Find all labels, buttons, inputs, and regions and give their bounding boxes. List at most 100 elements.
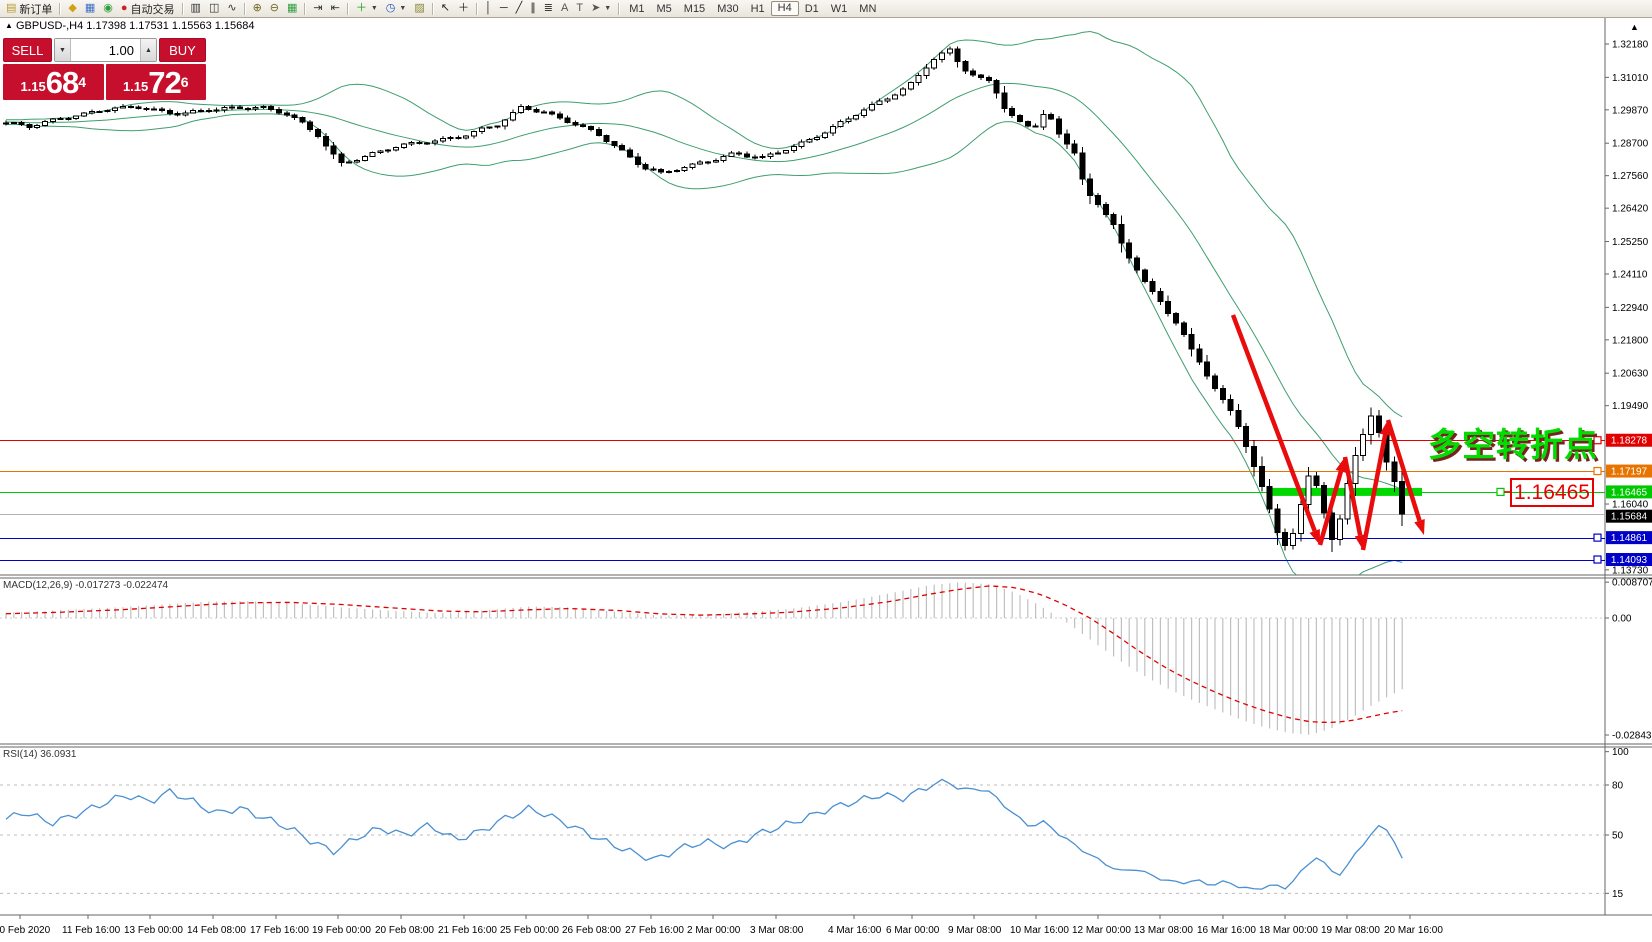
sell-price-big: 68 xyxy=(45,65,79,100)
toolbar-separator xyxy=(304,2,307,15)
chevron-down-icon[interactable]: ▼ xyxy=(399,5,407,12)
indicators-button[interactable]: ＋ ▼ xyxy=(352,1,382,16)
market-watch-icon[interactable]: ▦ xyxy=(81,1,99,16)
vline-icon[interactable]: │ xyxy=(481,1,496,16)
channel-icon[interactable]: ∥ xyxy=(526,1,540,16)
sell-button[interactable]: SELL xyxy=(3,38,52,62)
svg-text:10 Mar 16:00: 10 Mar 16:00 xyxy=(1010,925,1069,936)
sell-price-sup: 4 xyxy=(78,74,87,90)
line-handle[interactable] xyxy=(1496,487,1505,497)
timeframe-m15[interactable]: M15 xyxy=(683,2,706,15)
text-icon[interactable]: A xyxy=(557,1,572,16)
fibonacci-icon[interactable]: ≣ xyxy=(540,1,557,16)
volume-spinner[interactable]: ▼ 1.00 ▲ xyxy=(54,38,157,62)
periods-button[interactable]: ◷ ▼ xyxy=(382,1,411,16)
arrows-icon[interactable]: ➤ ▼ xyxy=(587,1,615,16)
line-chart-icon: ∿ xyxy=(227,2,237,14)
signal-icon[interactable]: ◉ xyxy=(99,1,117,16)
symbol-header: ▲ GBPUSD-,H4 1.17398 1.17531 1.15563 1.1… xyxy=(5,20,255,32)
cursor-icon[interactable]: ↖ xyxy=(437,1,454,16)
autotrade-icon: ● xyxy=(120,2,128,14)
rsi-line xyxy=(5,778,1403,890)
svg-text:1.29870: 1.29870 xyxy=(1612,105,1649,116)
line-handle[interactable] xyxy=(1593,436,1602,445)
candles-layer xyxy=(3,46,1406,553)
zoom-in-icon: ⊕ xyxy=(252,2,262,14)
rsi-axis: 100 80 50 15 xyxy=(1605,747,1629,900)
svg-text:18 Mar 00:00: 18 Mar 00:00 xyxy=(1259,925,1318,936)
svg-text:1.22940: 1.22940 xyxy=(1612,303,1649,314)
arrows-icon: ➤ xyxy=(591,2,601,14)
svg-text:0.00: 0.00 xyxy=(1612,614,1632,625)
tile-windows-icon[interactable]: ▦ xyxy=(283,1,301,16)
svg-text:15: 15 xyxy=(1612,889,1624,900)
svg-text:19 Mar 08:00: 19 Mar 08:00 xyxy=(1321,925,1380,936)
trendline-icon[interactable]: ╱ xyxy=(512,1,527,16)
toolbar-separator xyxy=(181,2,184,15)
macd-signal-line xyxy=(5,585,1403,724)
svg-text:12 Mar 00:00: 12 Mar 00:00 xyxy=(1072,925,1131,936)
svg-text:11 Feb 16:00: 11 Feb 16:00 xyxy=(62,925,121,936)
svg-text:21 Feb 16:00: 21 Feb 16:00 xyxy=(438,925,497,936)
chevron-down-icon[interactable]: ▼ xyxy=(370,5,378,12)
scroll-marker-icon[interactable]: ▲ xyxy=(1630,22,1639,32)
chart-shift-icon[interactable]: ⇤ xyxy=(327,1,344,16)
timeframe-h1[interactable]: H1 xyxy=(750,2,765,15)
line-handle[interactable] xyxy=(1593,555,1602,564)
timeframe-w1[interactable]: W1 xyxy=(830,2,848,15)
price-callout-box[interactable]: 1.16465 xyxy=(1510,478,1594,507)
buy-button[interactable]: BUY xyxy=(159,38,206,62)
autotrade-button[interactable]: ● 自动交易 xyxy=(117,1,179,16)
trend-arrows[interactable] xyxy=(1230,314,1425,551)
timeframe-mn[interactable]: MN xyxy=(859,2,877,15)
cursor-icon: ↖ xyxy=(440,2,450,14)
volume-down-button[interactable]: ▼ xyxy=(55,39,71,61)
svg-text:1.21800: 1.21800 xyxy=(1612,335,1649,346)
buy-price[interactable]: 1.15 72 6 xyxy=(105,64,206,100)
chart-frame xyxy=(0,18,1652,916)
volume-up-button[interactable]: ▲ xyxy=(140,39,156,61)
svg-text:0.008707: 0.008707 xyxy=(1612,578,1652,589)
candle-chart-icon[interactable]: ◫ xyxy=(205,1,223,16)
zoom-out-icon[interactable]: ⊖ xyxy=(266,1,283,16)
history-center-icon[interactable]: ◆ xyxy=(64,1,80,16)
timeframe-m5[interactable]: M5 xyxy=(656,2,672,15)
svg-text:1.17197: 1.17197 xyxy=(1611,467,1648,478)
timeframe-m1[interactable]: M1 xyxy=(629,2,645,15)
turning-point-annotation[interactable]: 多空转折点 xyxy=(1428,426,1598,463)
line-handle[interactable] xyxy=(1593,466,1602,476)
toolbar-separator xyxy=(475,2,478,15)
svg-text:4 Mar 16:00: 4 Mar 16:00 xyxy=(828,925,882,936)
bollinger-bands xyxy=(5,31,1403,575)
bar-chart-icon[interactable]: ▥ xyxy=(187,1,205,16)
timeframe-d1[interactable]: D1 xyxy=(804,2,819,15)
chevron-down-icon[interactable]: ▼ xyxy=(604,5,612,12)
zoom-in-icon[interactable]: ⊕ xyxy=(249,1,266,16)
svg-text:20 Feb 08:00: 20 Feb 08:00 xyxy=(375,925,434,936)
sell-price-prefix: 1.15 xyxy=(20,79,46,94)
crosshair-icon: ＋ xyxy=(457,2,469,14)
svg-text:1.27560: 1.27560 xyxy=(1612,171,1649,182)
svg-text:50: 50 xyxy=(1612,831,1624,842)
volume-input[interactable]: 1.00 xyxy=(108,42,134,58)
new-order-icon: ▤ xyxy=(6,2,17,14)
toolbar-separator xyxy=(431,2,434,15)
auto-scroll-icon: ⇥ xyxy=(313,2,323,14)
svg-text:1.28700: 1.28700 xyxy=(1612,139,1649,150)
label-icon[interactable]: T xyxy=(572,1,587,16)
line-chart-icon[interactable]: ∿ xyxy=(223,1,240,16)
sell-price[interactable]: 1.15 68 4 xyxy=(3,64,104,100)
svg-text:16 Mar 16:00: 16 Mar 16:00 xyxy=(1197,925,1256,936)
crosshair-icon[interactable]: ＋ xyxy=(454,1,473,16)
hline-icon[interactable]: ─ xyxy=(496,1,512,16)
timeframe-m30[interactable]: M30 xyxy=(717,2,739,15)
templates-icon[interactable]: ▨ xyxy=(410,1,428,16)
svg-text:20 Mar 16:00: 20 Mar 16:00 xyxy=(1384,925,1443,936)
market-watch-icon: ▦ xyxy=(84,2,96,14)
timeframe-h4[interactable]: H4 xyxy=(770,1,799,16)
new-order-button[interactable]: ▤ 新订单 xyxy=(2,1,56,16)
auto-scroll-icon[interactable]: ⇥ xyxy=(309,1,326,16)
line-handle[interactable] xyxy=(1593,533,1602,542)
